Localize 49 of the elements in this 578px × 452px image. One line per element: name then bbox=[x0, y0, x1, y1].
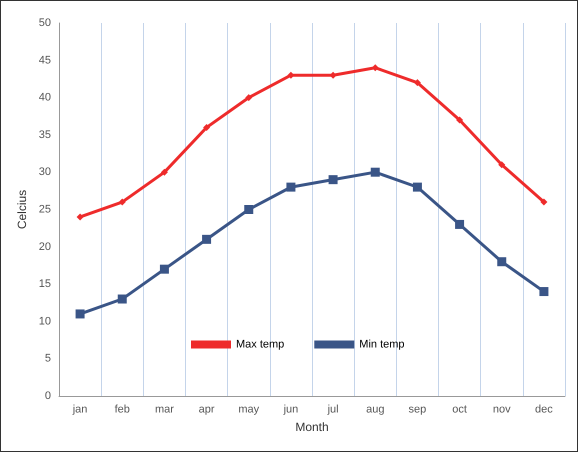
x-tick-label: jun bbox=[282, 404, 298, 416]
point bbox=[202, 234, 212, 244]
point bbox=[76, 213, 84, 220]
x-tick-label: jul bbox=[326, 404, 339, 416]
point bbox=[497, 257, 506, 266]
y-tick-label: 0 bbox=[44, 390, 51, 402]
x-tick-label: apr bbox=[198, 404, 215, 416]
point bbox=[203, 124, 210, 131]
point bbox=[160, 264, 169, 274]
x-tick-label: may bbox=[238, 404, 260, 416]
y-tick-label: 45 bbox=[38, 54, 51, 66]
point bbox=[539, 287, 548, 296]
legend-label: Max temp bbox=[236, 338, 284, 350]
x-tick-label: dec bbox=[535, 404, 554, 416]
x-tick-label: feb bbox=[114, 404, 130, 416]
x-axis-title: Month bbox=[295, 420, 329, 434]
point bbox=[244, 205, 254, 214]
point bbox=[118, 294, 127, 304]
point bbox=[456, 116, 464, 124]
x-tick-label: oct bbox=[452, 404, 467, 416]
y-tick-label: 15 bbox=[38, 278, 51, 290]
y-axis-title: Celcius bbox=[14, 190, 29, 230]
y-tick-label: 5 bbox=[44, 352, 51, 365]
x-tick-label: aug bbox=[366, 404, 384, 416]
x-tick-label: mar bbox=[154, 404, 174, 416]
point bbox=[245, 94, 252, 102]
x-tick-label: nov bbox=[492, 404, 512, 416]
point bbox=[498, 161, 506, 168]
y-tick-label: 50 bbox=[38, 17, 51, 29]
point bbox=[414, 79, 421, 86]
point bbox=[160, 168, 168, 176]
y-tick-label: 30 bbox=[38, 166, 51, 178]
y-tick-label: 35 bbox=[38, 128, 51, 141]
point bbox=[76, 309, 85, 318]
point bbox=[286, 182, 296, 192]
y-tick-label: 40 bbox=[38, 92, 51, 104]
point bbox=[372, 64, 379, 72]
x-tick-label: jan bbox=[72, 404, 88, 416]
y-tick-label: 25 bbox=[38, 204, 51, 216]
point bbox=[455, 220, 464, 229]
y-tick-label: 20 bbox=[38, 240, 51, 253]
point bbox=[412, 182, 422, 192]
point bbox=[328, 175, 338, 184]
y-tick-label: 10 bbox=[38, 315, 51, 328]
legend-label: Min temp bbox=[359, 338, 405, 350]
point bbox=[540, 198, 548, 206]
x-tick-label: sep bbox=[408, 404, 426, 416]
point bbox=[118, 198, 126, 206]
point bbox=[370, 168, 380, 177]
